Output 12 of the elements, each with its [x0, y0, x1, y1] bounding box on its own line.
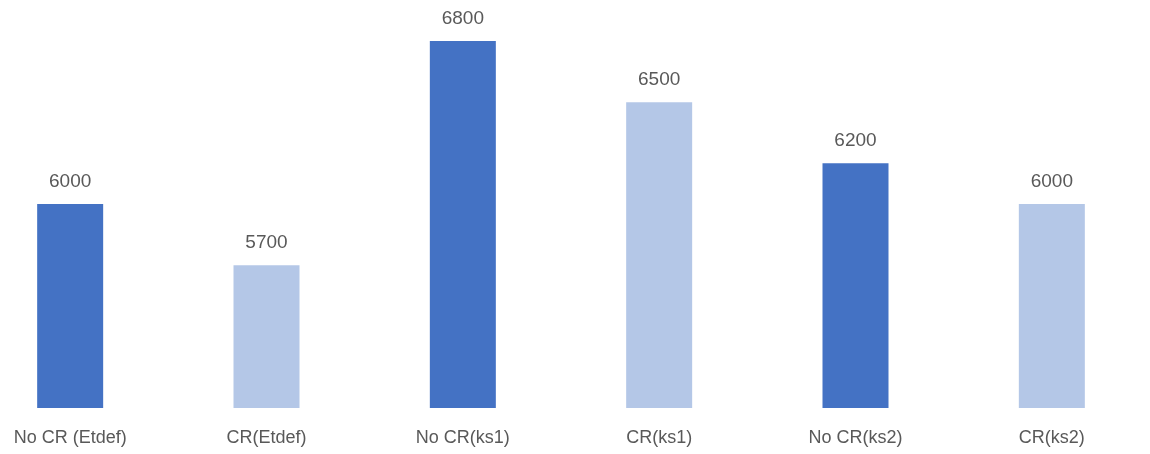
- x-tick-label: No CR(ks1): [415, 427, 510, 447]
- data-label: 6000: [49, 170, 92, 192]
- x-tick-label: No CR(ks2): [808, 427, 903, 447]
- data-label: 6800: [441, 7, 484, 28]
- data-label: 6000: [1030, 170, 1073, 192]
- x-tick-label: CR(ks1): [626, 427, 693, 447]
- x-tick-label: CR(Etdef): [226, 427, 307, 447]
- data-label: 6500: [638, 68, 681, 90]
- data-label: 6200: [834, 129, 877, 151]
- x-tick-label: No CR (Etdef): [13, 427, 127, 447]
- data-label: 5700: [245, 231, 288, 253]
- x-tick-label: CR(ks2): [1018, 427, 1085, 447]
